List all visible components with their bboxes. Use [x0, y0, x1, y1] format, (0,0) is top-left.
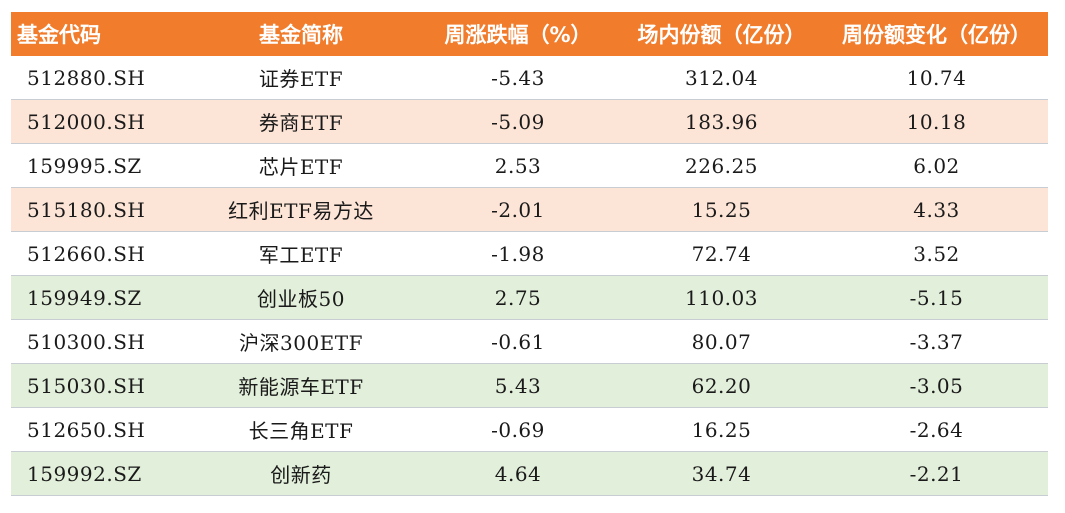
share-change-cell: 3.52 — [825, 231, 1048, 276]
shares-cell: 72.74 — [618, 231, 825, 276]
weekly-change-cell: -5.43 — [418, 56, 618, 100]
header-shares: 场内份额（亿份） — [618, 12, 825, 56]
fund-code-cell: 515180.SH — [11, 187, 184, 232]
weekly-change-cell: -5.09 — [418, 99, 618, 144]
header-row: 基金代码 基金简称 周涨跌幅（%） 场内份额（亿份） 周份额变化（亿份） — [11, 12, 1048, 56]
fund-code-cell: 515030.SH — [11, 363, 184, 408]
fund-code-cell: 510300.SH — [11, 319, 184, 364]
fund-name-cell: 券商ETF — [184, 99, 418, 144]
fund-name-cell: 证券ETF — [184, 56, 418, 100]
share-change-cell: 6.02 — [825, 143, 1048, 188]
shares-cell: 183.96 — [618, 99, 825, 144]
weekly-change-cell: 2.75 — [418, 275, 618, 320]
table-row: 512880.SH 证券ETF -5.43 312.04 10.74 — [11, 56, 1048, 100]
shares-cell: 16.25 — [618, 407, 825, 452]
shares-cell: 110.03 — [618, 275, 825, 320]
weekly-change-cell: 4.64 — [418, 451, 618, 496]
shares-cell: 226.25 — [618, 143, 825, 188]
table-row: 159992.SZ 创新药 4.64 34.74 -2.21 — [11, 451, 1048, 496]
fund-name-cell: 红利ETF易方达 — [184, 187, 418, 232]
share-change-cell: 10.74 — [825, 56, 1048, 100]
share-change-cell: -2.64 — [825, 407, 1048, 452]
share-change-cell: 4.33 — [825, 187, 1048, 232]
header-fund-code: 基金代码 — [11, 12, 184, 56]
etf-table-container: 基金代码 基金简称 周涨跌幅（%） 场内份额（亿份） 周份额变化（亿份） 512… — [11, 12, 1048, 496]
fund-name-cell: 新能源车ETF — [184, 363, 418, 408]
weekly-change-cell: -2.01 — [418, 187, 618, 232]
fund-code-cell: 159949.SZ — [11, 275, 184, 320]
table-row: 510300.SH 沪深300ETF -0.61 80.07 -3.37 — [11, 319, 1048, 364]
header-weekly-change: 周涨跌幅（%） — [418, 12, 618, 56]
table-row: 512660.SH 军工ETF -1.98 72.74 3.52 — [11, 231, 1048, 276]
shares-cell: 15.25 — [618, 187, 825, 232]
fund-name-cell: 创新药 — [184, 451, 418, 496]
table-row: 159949.SZ 创业板50 2.75 110.03 -5.15 — [11, 275, 1048, 320]
etf-share-table: 基金代码 基金简称 周涨跌幅（%） 场内份额（亿份） 周份额变化（亿份） 512… — [11, 12, 1048, 496]
fund-name-cell: 芯片ETF — [184, 143, 418, 188]
share-change-cell: -5.15 — [825, 275, 1048, 320]
table-row: 515180.SH 红利ETF易方达 -2.01 15.25 4.33 — [11, 187, 1048, 232]
fund-code-cell: 159995.SZ — [11, 143, 184, 188]
share-change-cell: -3.37 — [825, 319, 1048, 364]
shares-cell: 312.04 — [618, 56, 825, 100]
table-row: 515030.SH 新能源车ETF 5.43 62.20 -3.05 — [11, 363, 1048, 408]
fund-name-cell: 创业板50 — [184, 275, 418, 320]
weekly-change-cell: -0.61 — [418, 319, 618, 364]
table-row: 512000.SH 券商ETF -5.09 183.96 10.18 — [11, 99, 1048, 144]
fund-name-cell: 军工ETF — [184, 231, 418, 276]
share-change-cell: -3.05 — [825, 363, 1048, 408]
weekly-change-cell: 5.43 — [418, 363, 618, 408]
fund-name-cell: 长三角ETF — [184, 407, 418, 452]
share-change-cell: 10.18 — [825, 99, 1048, 144]
shares-cell: 34.74 — [618, 451, 825, 496]
shares-cell: 62.20 — [618, 363, 825, 408]
fund-code-cell: 512000.SH — [11, 99, 184, 144]
fund-name-cell: 沪深300ETF — [184, 319, 418, 364]
fund-code-cell: 512650.SH — [11, 407, 184, 452]
weekly-change-cell: -1.98 — [418, 231, 618, 276]
table-row: 512650.SH 长三角ETF -0.69 16.25 -2.64 — [11, 407, 1048, 452]
shares-cell: 80.07 — [618, 319, 825, 364]
header-fund-name: 基金简称 — [184, 12, 418, 56]
weekly-change-cell: -0.69 — [418, 407, 618, 452]
table-body: 512880.SH 证券ETF -5.43 312.04 10.74 51200… — [11, 56, 1048, 496]
share-change-cell: -2.21 — [825, 451, 1048, 496]
header-share-change: 周份额变化（亿份） — [825, 12, 1048, 56]
fund-code-cell: 512660.SH — [11, 231, 184, 276]
table-row: 159995.SZ 芯片ETF 2.53 226.25 6.02 — [11, 143, 1048, 188]
weekly-change-cell: 2.53 — [418, 143, 618, 188]
fund-code-cell: 512880.SH — [11, 56, 184, 100]
fund-code-cell: 159992.SZ — [11, 451, 184, 496]
